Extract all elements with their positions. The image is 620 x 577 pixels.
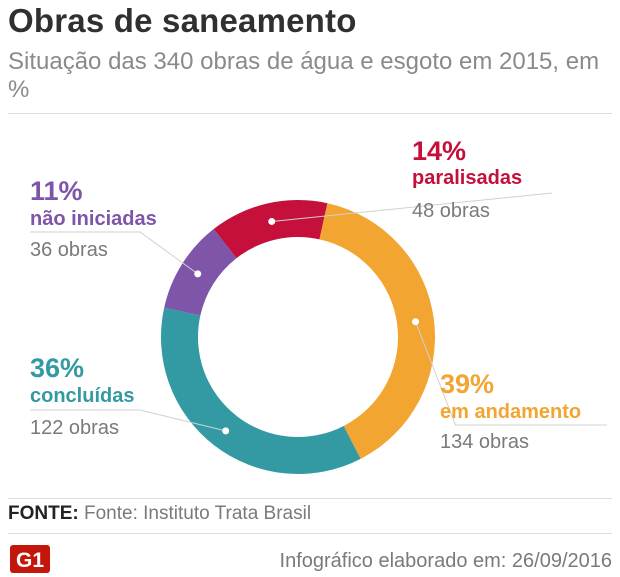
donut-chart: 14% paralisadas 48 obras 39% em andament… (30, 136, 607, 474)
paralisadas-percent-label: 14% (412, 136, 466, 166)
infographic-credit: Infográfico elaborado em: 26/09/2016 (279, 550, 612, 572)
nao-iniciadas-percent-label: 11% (30, 176, 83, 206)
donut-slice-concluidas (160, 307, 361, 474)
nao-iniciadas-category-label: não iniciadas (30, 208, 157, 230)
leader-line-andamento (415, 321, 607, 426)
g1-logo: G1 (10, 545, 50, 573)
concluidas-category-label: concluídas (30, 385, 134, 407)
g1-logo-background (10, 545, 50, 573)
source-label: FONTE: (8, 503, 79, 524)
leader-dot-andamento (412, 318, 420, 326)
donut-slice-paralisadas (213, 200, 328, 259)
andamento-count-label: 134 obras (440, 431, 529, 453)
donut-slice-andamento (319, 203, 435, 459)
chart-subtitle: Situação das 340 obras de água e esgoto … (8, 48, 600, 103)
paralisadas-category-label: paralisadas (412, 167, 522, 189)
footer-divider (8, 498, 612, 499)
concluidas-count-label: 122 obras (30, 417, 119, 439)
footer-divider-bottom (8, 533, 612, 534)
source-text: Fonte: Instituto Trata Brasil (84, 503, 312, 524)
paralisadas-count-label: 48 obras (412, 200, 490, 222)
concluidas-percent-label: 36% (30, 353, 84, 383)
andamento-category-label: em andamento (440, 401, 581, 423)
nao-iniciadas-count-label: 36 obras (30, 239, 108, 261)
source-line: FONTE: Fonte: Instituto Trata Brasil (8, 503, 311, 525)
donut-arcs (160, 200, 435, 474)
leader-dot-paralisadas (268, 217, 276, 225)
andamento-percent-label: 39% (440, 369, 494, 399)
g1-logo-text: G1 (16, 549, 44, 572)
leader-lines (30, 192, 607, 435)
chart-title: Obras de saneamento (8, 2, 357, 39)
leader-dot-concluidas (222, 427, 230, 435)
leader-line-concluidas (30, 409, 226, 432)
leader-dot-nao-iniciadas (194, 270, 202, 278)
header-divider (8, 113, 612, 114)
leader-line-paralisadas (271, 192, 553, 222)
leader-line-nao-iniciadas (30, 231, 199, 275)
